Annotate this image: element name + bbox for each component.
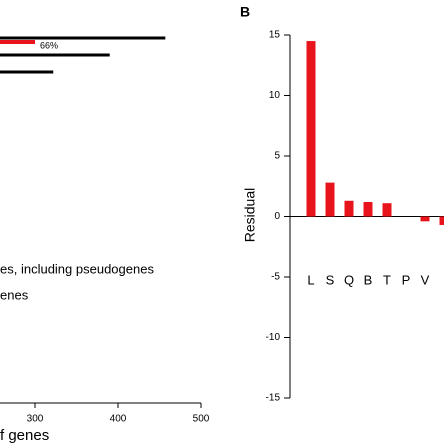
bar: [325, 182, 335, 217]
bar: [0, 40, 35, 44]
bar: [306, 41, 316, 217]
y-tick-label: -15: [266, 393, 281, 404]
x-tick-label: T: [383, 272, 391, 287]
x-tick-label: 400: [110, 414, 127, 425]
x-tick-label: 500: [193, 414, 210, 425]
legend-entry: enes: [0, 287, 29, 302]
y-tick-label: 0: [274, 211, 280, 222]
y-tick-label: 10: [269, 90, 281, 101]
bar: [382, 203, 392, 217]
bar: [0, 70, 54, 74]
x-tick-label: S: [326, 272, 335, 287]
x-tick-label: Q: [344, 272, 354, 287]
bar: [420, 216, 430, 222]
y-tick-label: -5: [271, 272, 280, 283]
y-tick-label: 5: [274, 151, 280, 162]
panel-label: B: [240, 4, 250, 20]
x-tick-label: L: [307, 272, 314, 287]
bar: [0, 53, 110, 57]
legend-entry: es, including pseudogenes: [0, 261, 154, 276]
x-tick-label: P: [402, 272, 411, 287]
bar: [439, 216, 444, 225]
x-tick-label: V: [421, 272, 430, 287]
x-tick-label: 300: [27, 414, 44, 425]
y-tick-label: 15: [269, 30, 281, 41]
x-tick-label: B: [364, 272, 373, 287]
bar: [344, 200, 354, 217]
y-axis-label: Residual: [242, 188, 258, 242]
bar: [363, 201, 373, 217]
y-tick-label: -10: [266, 332, 281, 343]
annotation: 66%: [40, 40, 58, 50]
bar: [0, 36, 166, 40]
x-axis-label: f genes: [0, 427, 49, 444]
